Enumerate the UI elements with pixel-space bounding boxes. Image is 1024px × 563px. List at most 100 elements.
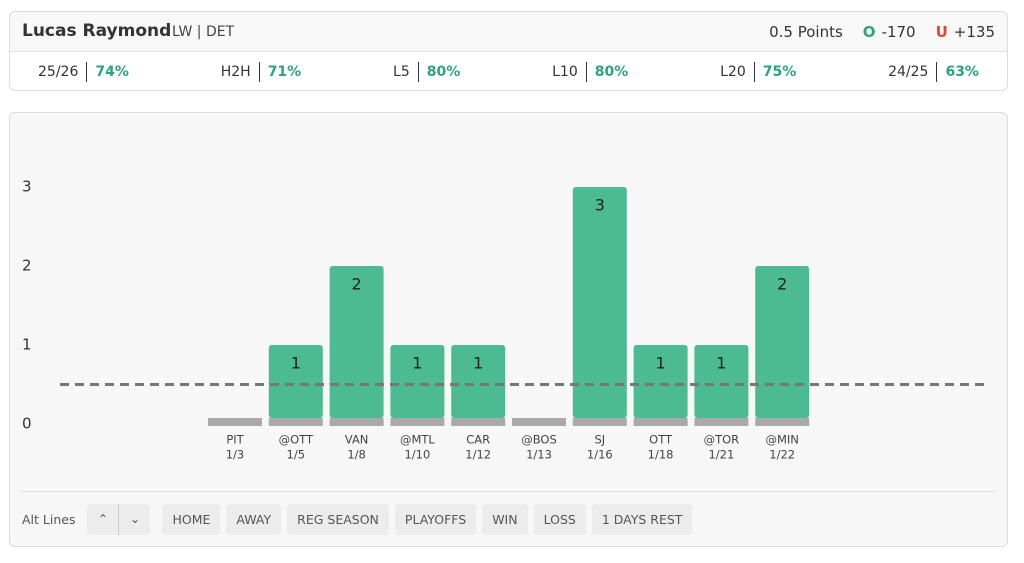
x-tick-label: @BOS bbox=[521, 433, 557, 447]
bar-base bbox=[208, 418, 262, 426]
prop-line: 0.5 Points bbox=[769, 23, 843, 41]
filter-button[interactable]: HOME bbox=[162, 504, 221, 535]
y-tick-label: 0 bbox=[22, 415, 32, 433]
bar-label: 1 bbox=[412, 354, 422, 373]
bar-base bbox=[694, 418, 749, 426]
stat-value: 71% bbox=[267, 64, 302, 80]
stat-label: H2H bbox=[220, 64, 251, 80]
stat-label: 25/26 bbox=[38, 64, 79, 80]
x-tick-label: @TOR bbox=[704, 433, 740, 447]
stat-separator bbox=[258, 62, 260, 82]
controls: Alt Lines ⌃ ⌄ HOME AWAY REG SEASON PLAYOFFS… bbox=[22, 504, 698, 535]
alt-lines-label: Alt Lines bbox=[22, 512, 76, 527]
filter-button[interactable]: PLAYOFFS bbox=[394, 504, 477, 535]
filter-button[interactable]: LOSS bbox=[533, 504, 586, 535]
bar-label: 2 bbox=[777, 275, 787, 294]
x-tick-label: OTT bbox=[649, 433, 673, 447]
bar bbox=[390, 345, 445, 418]
stat: 24/25 63% bbox=[888, 62, 979, 82]
bar-base bbox=[329, 418, 384, 426]
stat: L10 80% bbox=[552, 62, 628, 82]
stat-value: 80% bbox=[594, 64, 629, 80]
stat-value: 75% bbox=[762, 64, 797, 80]
x-tick-date: 1/3 bbox=[226, 448, 245, 462]
chart-card: Alt Lines ⌃ ⌄ HOME AWAY REG SEASON PLAYOFFS… bbox=[9, 112, 1008, 547]
divider bbox=[22, 491, 995, 492]
stat-label: L10 bbox=[552, 64, 578, 80]
bar bbox=[755, 266, 810, 418]
bar bbox=[694, 345, 749, 418]
x-tick-label: @MTL bbox=[400, 433, 435, 447]
x-tick-date: 1/10 bbox=[404, 448, 430, 462]
y-tick-label: 1 bbox=[22, 336, 32, 354]
x-tick-date: 1/5 bbox=[287, 448, 306, 462]
bar-base bbox=[451, 418, 506, 426]
stat-value: 74% bbox=[95, 64, 129, 80]
filter-button[interactable]: AWAY bbox=[226, 504, 282, 535]
header-bar: Lucas Raymond LW | DET 0.5 Points O -170… bbox=[10, 12, 1007, 52]
odds: 0.5 Points O -170 U +135 bbox=[769, 23, 995, 41]
alt-line-down[interactable]: ⌄ bbox=[118, 504, 150, 535]
stat-label: L5 bbox=[393, 64, 410, 80]
x-tick-date: 1/8 bbox=[347, 448, 366, 462]
stat-separator bbox=[417, 62, 419, 82]
x-tick-date: 1/12 bbox=[465, 448, 491, 462]
bar-label: 3 bbox=[595, 196, 605, 215]
over-odds: -170 bbox=[881, 23, 916, 41]
stats-row: 25/26 74% H2H 71% L5 80% L10 80% L20 75% 24/25 63% bbox=[38, 62, 979, 82]
x-tick-date: 1/13 bbox=[526, 448, 552, 462]
stat-separator bbox=[753, 62, 755, 82]
bar bbox=[451, 345, 506, 418]
filter-button[interactable]: 1 DAYS REST bbox=[591, 504, 693, 535]
bar-base bbox=[755, 418, 810, 426]
under-label: U bbox=[935, 23, 948, 41]
filters: HOME AWAY REG SEASON PLAYOFFS WIN LOSS 1 DAYS … bbox=[162, 504, 698, 535]
stat: 25/26 74% bbox=[38, 62, 129, 82]
y-tick-label: 3 bbox=[22, 178, 32, 196]
bar-base bbox=[572, 418, 627, 426]
bar-label: 2 bbox=[352, 275, 362, 294]
over-label: O bbox=[862, 23, 876, 41]
stat-label: 24/25 bbox=[888, 64, 929, 80]
chart: 0123PIT1/31@OTT1/52VAN1/81@MTL1/101CAR1/… bbox=[22, 178, 990, 462]
bar-label: 1 bbox=[656, 354, 666, 373]
x-tick-label: PIT bbox=[226, 433, 244, 447]
bar bbox=[572, 187, 627, 418]
bar bbox=[633, 345, 688, 418]
filter-button[interactable]: REG SEASON bbox=[287, 504, 389, 535]
bar bbox=[268, 345, 323, 418]
bar bbox=[329, 266, 384, 418]
stat-label: L20 bbox=[720, 64, 746, 80]
stat-value: 80% bbox=[426, 64, 461, 80]
bar-base bbox=[633, 418, 688, 426]
bar-base bbox=[512, 418, 566, 426]
x-tick-label: VAN bbox=[345, 433, 369, 447]
alt-line-stepper: ⌃ ⌄ bbox=[87, 504, 151, 535]
x-tick-date: 1/21 bbox=[708, 448, 734, 462]
player-name: Lucas Raymond bbox=[22, 21, 172, 41]
stat-separator bbox=[585, 62, 587, 82]
x-tick-date: 1/18 bbox=[648, 448, 674, 462]
player-position: LW | DET bbox=[172, 24, 235, 40]
stat-separator bbox=[936, 62, 938, 82]
x-tick-label: SJ bbox=[594, 433, 605, 447]
bar-label: 1 bbox=[473, 354, 483, 373]
bar-label: 1 bbox=[291, 354, 301, 373]
bar-label: 1 bbox=[716, 354, 726, 373]
stat-separator bbox=[86, 62, 88, 82]
alt-line-up[interactable]: ⌃ bbox=[97, 512, 108, 526]
under-odds: +135 bbox=[953, 23, 995, 41]
x-tick-label: CAR bbox=[466, 433, 490, 447]
bar-base bbox=[268, 418, 323, 426]
filter-button[interactable]: WIN bbox=[482, 504, 528, 535]
x-tick-date: 1/16 bbox=[587, 448, 613, 462]
x-tick-label: @OTT bbox=[279, 433, 314, 447]
stat: L5 80% bbox=[393, 62, 460, 82]
stat: L20 75% bbox=[720, 62, 796, 82]
bar-base bbox=[390, 418, 445, 426]
stat-value: 63% bbox=[945, 64, 979, 80]
x-tick-date: 1/22 bbox=[769, 448, 795, 462]
x-tick-label: @MIN bbox=[765, 433, 798, 447]
player-card: Lucas Raymond LW | DET 0.5 Points O -170… bbox=[9, 11, 1008, 91]
